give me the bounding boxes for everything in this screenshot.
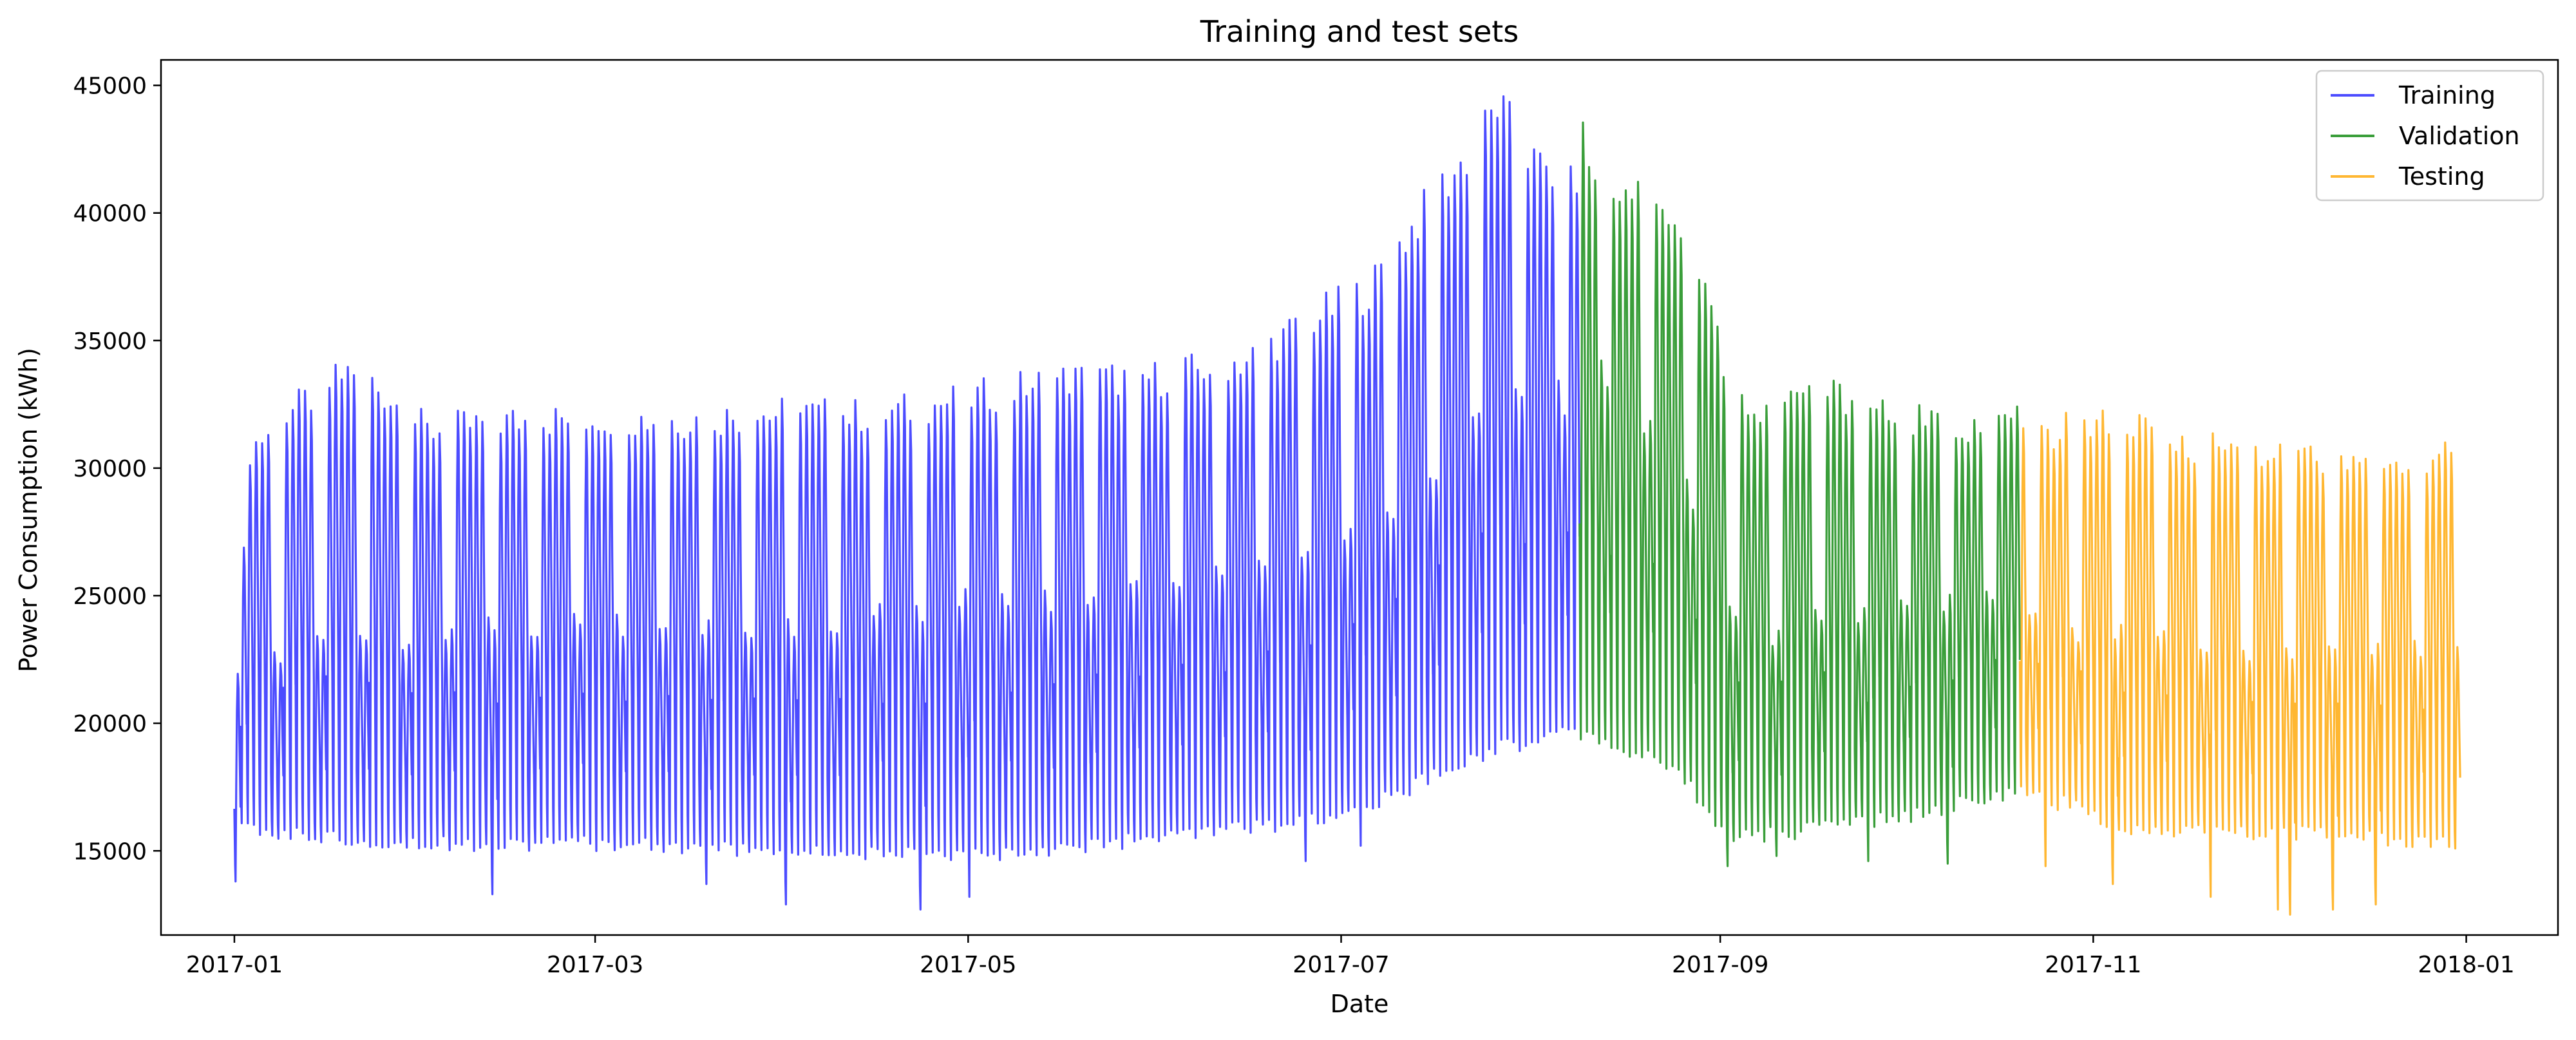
y-tick-label: 30000 — [73, 456, 147, 482]
series-line-testing — [2018, 410, 2461, 916]
x-tick-label: 2017-05 — [920, 952, 1016, 978]
legend-label-testing: Testing — [2398, 162, 2485, 191]
y-tick-label: 20000 — [73, 711, 147, 737]
y-tick-label: 25000 — [73, 583, 147, 610]
plot-area — [233, 95, 2461, 916]
x-tick-label: 2017-01 — [186, 952, 283, 978]
y-axis: 15000 20000 25000 30000 35000 40000 45000 — [73, 73, 161, 865]
x-tick-label: 2017-09 — [1672, 952, 1768, 978]
y-tick-label: 40000 — [73, 201, 147, 227]
legend-label-training: Training — [2398, 81, 2496, 109]
x-tick-label: 2017-07 — [1293, 952, 1389, 978]
y-axis-label: Power Consumption (kWh) — [14, 348, 43, 672]
x-tick-label: 2018-01 — [2418, 952, 2514, 978]
legend-box — [2315, 70, 2544, 202]
legend: Training Validation Testing — [2315, 70, 2544, 202]
x-axis-label: Date — [1331, 990, 1389, 1018]
y-tick-label: 15000 — [73, 838, 147, 865]
legend-label-validation: Validation — [2399, 122, 2520, 150]
series-line-training — [233, 95, 1581, 911]
x-axis: 2017-01 2017-03 2017-05 2017-07 2017-09 2017-… — [186, 935, 2515, 978]
y-tick-label: 45000 — [73, 73, 147, 100]
y-tick-label: 35000 — [73, 328, 147, 355]
series-line-validation — [1578, 121, 2021, 867]
x-tick-label: 2017-03 — [547, 952, 643, 978]
chart-title: Training and test sets — [1200, 14, 1519, 49]
plot-frame — [160, 59, 2559, 936]
x-tick-label: 2017-11 — [2045, 952, 2141, 978]
